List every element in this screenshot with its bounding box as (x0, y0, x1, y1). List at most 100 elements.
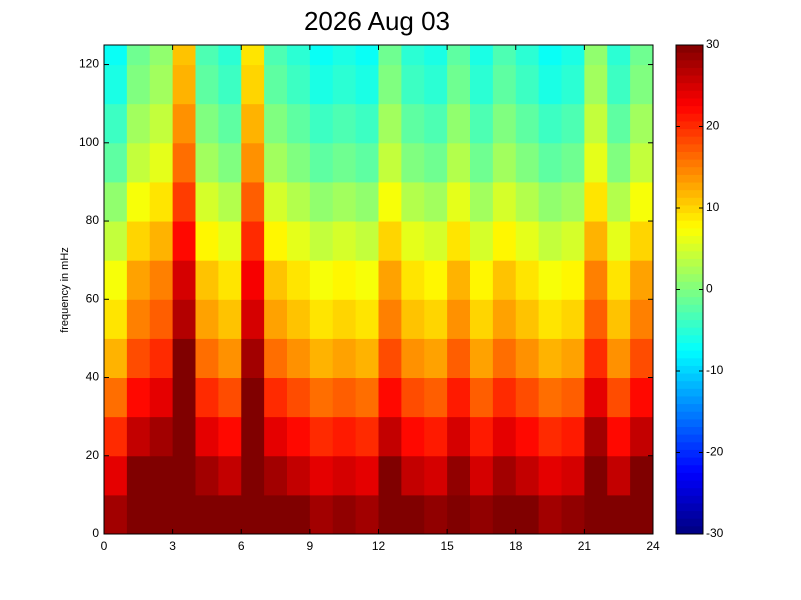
heatmap-cell (355, 377, 379, 418)
heatmap-cell (355, 45, 379, 66)
heatmap-cell (104, 181, 128, 222)
heatmap-cell (447, 142, 471, 183)
colorbar-segment (676, 159, 703, 168)
heatmap-cell (332, 64, 357, 105)
heatmap-cell (195, 260, 219, 300)
heatmap-cell (218, 181, 242, 222)
heatmap-cell (309, 494, 334, 535)
heatmap-cell (630, 260, 654, 300)
heatmap-cell (378, 64, 402, 105)
colorbar-segment (676, 526, 703, 535)
colorbar-tick-label: 30 (706, 37, 720, 51)
heatmap-cell (607, 260, 631, 300)
heatmap-cell (126, 181, 151, 222)
heatmap-cell (332, 455, 357, 496)
colorbar-segment (676, 495, 703, 504)
heatmap-cell (218, 103, 242, 144)
heatmap-cell (630, 338, 654, 379)
heatmap-cell (447, 221, 471, 261)
heatmap-cell (218, 64, 242, 105)
heatmap-cell (241, 103, 265, 144)
heatmap-cell (584, 416, 608, 457)
heatmap-cell (630, 377, 654, 418)
heatmap-cell (630, 221, 654, 261)
heatmap-cell (195, 377, 219, 418)
colorbar-segment (676, 220, 703, 229)
heatmap-cell (607, 377, 631, 418)
heatmap (104, 45, 654, 535)
colorbar-tick-label: -10 (706, 363, 724, 377)
y-tick-label: 20 (86, 448, 100, 462)
x-tick-label: 3 (169, 539, 176, 553)
heatmap-cell (332, 45, 357, 66)
heatmap-cell (630, 45, 654, 66)
heatmap-cell (332, 260, 357, 300)
heatmap-cell (355, 103, 379, 144)
heatmap-cell (607, 221, 631, 261)
heatmap-cell (241, 45, 265, 66)
heatmap-cell (241, 260, 265, 300)
x-tick-label: 6 (238, 539, 245, 553)
heatmap-cell (309, 299, 334, 339)
heatmap-cell (492, 299, 517, 339)
heatmap-cell (241, 299, 265, 339)
heatmap-cell (424, 64, 448, 105)
heatmap-cell (584, 377, 608, 418)
heatmap-cell (287, 338, 311, 379)
colorbar-tick-label: 0 (706, 282, 713, 296)
heatmap-cell (149, 260, 174, 300)
heatmap-cell (172, 338, 196, 379)
heatmap-cell (104, 338, 128, 379)
x-tick-label: 15 (440, 539, 454, 553)
colorbar-segment (676, 442, 703, 451)
colorbar-segment (676, 251, 703, 260)
colorbar-segment (676, 472, 703, 482)
colorbar-segment (676, 258, 703, 268)
heatmap-cell (492, 494, 517, 535)
x-tick-label: 21 (578, 539, 592, 553)
heatmap-cell (470, 45, 494, 66)
colorbar-segment (676, 197, 703, 206)
colorbar-segment (676, 83, 703, 92)
heatmap-cell (630, 299, 654, 339)
heatmap-cell (630, 181, 654, 222)
colorbar-segment (676, 52, 703, 61)
heatmap-cell (538, 416, 562, 457)
heatmap-cell (424, 338, 448, 379)
heatmap-cell (470, 338, 494, 379)
heatmap-cell (149, 299, 174, 339)
colorbar-segment (676, 320, 703, 329)
colorbar-segment (676, 488, 703, 497)
heatmap-cell (241, 494, 265, 535)
heatmap-cell (104, 103, 128, 144)
heatmap-cell (309, 181, 334, 222)
heatmap-cell (492, 45, 517, 66)
heatmap-cell (264, 64, 288, 105)
heatmap-cell (561, 299, 585, 339)
heatmap-cell (424, 494, 448, 535)
heatmap-cell (126, 494, 151, 535)
heatmap-cell (492, 103, 517, 144)
heatmap-cell (378, 260, 402, 300)
heatmap-cell (104, 260, 128, 300)
colorbar-segment (676, 106, 703, 115)
heatmap-cell (470, 377, 494, 418)
heatmap-cell (401, 416, 425, 457)
x-tick-label: 0 (101, 539, 108, 553)
heatmap-cell (561, 494, 585, 535)
heatmap-cell (355, 181, 379, 222)
colorbar-segment (676, 381, 703, 390)
heatmap-cell (355, 338, 379, 379)
heatmap-cell (561, 416, 585, 457)
heatmap-cell (584, 221, 608, 261)
heatmap-cell (470, 221, 494, 261)
heatmap-cell (264, 181, 288, 222)
heatmap-cell (241, 377, 265, 418)
heatmap-cell (149, 377, 174, 418)
heatmap-cell (332, 416, 357, 457)
heatmap-cell (126, 103, 151, 144)
heatmap-cell (241, 64, 265, 105)
heatmap-cell (401, 455, 425, 496)
colorbar-segment (676, 121, 703, 130)
heatmap-cell (264, 103, 288, 144)
